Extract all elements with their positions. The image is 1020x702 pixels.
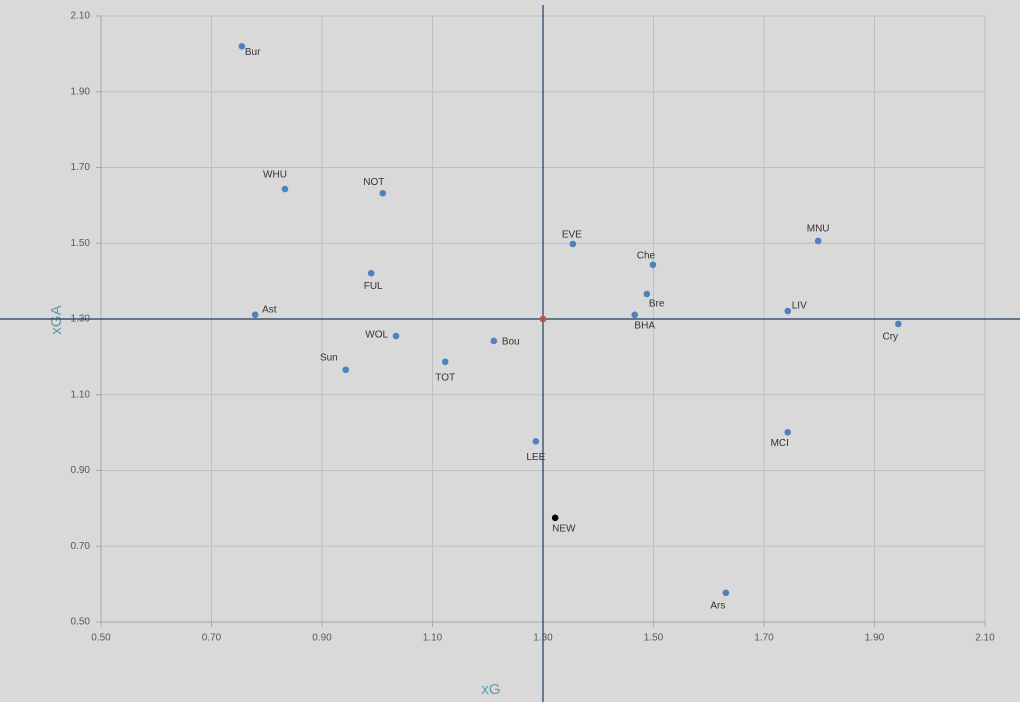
- x-tick-label: 2.10: [975, 633, 995, 644]
- point: [784, 428, 792, 436]
- point: [643, 290, 651, 298]
- point-label: Bur: [245, 47, 261, 58]
- y-tick-label: 0.70: [71, 541, 91, 552]
- point: [441, 358, 449, 366]
- point-label: Bre: [649, 299, 665, 310]
- x-tick-label: 0.70: [202, 633, 222, 644]
- point: [392, 332, 400, 340]
- point-label: NOT: [363, 177, 384, 188]
- point: [784, 307, 792, 315]
- x-axis-title: xG: [481, 681, 500, 698]
- point: [539, 315, 547, 323]
- point: [631, 311, 639, 319]
- point: [532, 438, 540, 445]
- point: [814, 237, 822, 245]
- point-label: LEE: [526, 452, 545, 463]
- y-tick-label: 0.90: [71, 465, 91, 476]
- y-tick-label: 1.90: [71, 86, 91, 97]
- point: [722, 589, 730, 597]
- x-tick-label: 0.50: [91, 633, 111, 644]
- point-label: WHU: [263, 170, 287, 181]
- point-label: Che: [637, 250, 656, 261]
- point: [551, 514, 559, 522]
- point-label: Ast: [262, 304, 277, 315]
- point-label: FUL: [364, 281, 383, 292]
- point-label: WOL: [365, 330, 388, 341]
- point: [379, 189, 387, 197]
- point: [238, 43, 246, 50]
- point: [251, 311, 259, 319]
- point: [649, 261, 657, 269]
- point-label: Ars: [710, 600, 725, 611]
- x-tick-label: 1.70: [754, 633, 774, 644]
- point-label: BHA: [634, 320, 655, 331]
- point: [281, 185, 289, 193]
- point-label: MNU: [807, 224, 830, 235]
- point-label: Cry: [882, 332, 898, 343]
- y-tick-label: 0.50: [71, 617, 91, 628]
- point-label: TOT: [435, 372, 455, 383]
- x-tick-label: 0.90: [312, 633, 332, 644]
- point: [490, 337, 498, 345]
- point: [342, 366, 350, 374]
- y-tick-label: 2.10: [71, 11, 91, 22]
- point-label: EVE: [562, 230, 582, 241]
- y-tick-label: 1.50: [71, 238, 91, 249]
- point-label: LIV: [792, 301, 807, 312]
- y-tick-label: 1.10: [71, 389, 91, 400]
- point-label: MCI: [771, 438, 789, 449]
- point-label: NEW: [552, 523, 576, 534]
- y-tick-label: 1.70: [71, 162, 91, 173]
- x-tick-label: 1.10: [423, 633, 443, 644]
- point-label: Sun: [320, 352, 338, 363]
- point: [367, 269, 375, 277]
- x-tick-label: 1.90: [865, 633, 885, 644]
- y-axis-title: xGA: [48, 305, 65, 334]
- point-label: Bou: [502, 337, 520, 348]
- point: [894, 320, 902, 328]
- x-tick-label: 1.50: [644, 633, 664, 644]
- point: [569, 240, 577, 248]
